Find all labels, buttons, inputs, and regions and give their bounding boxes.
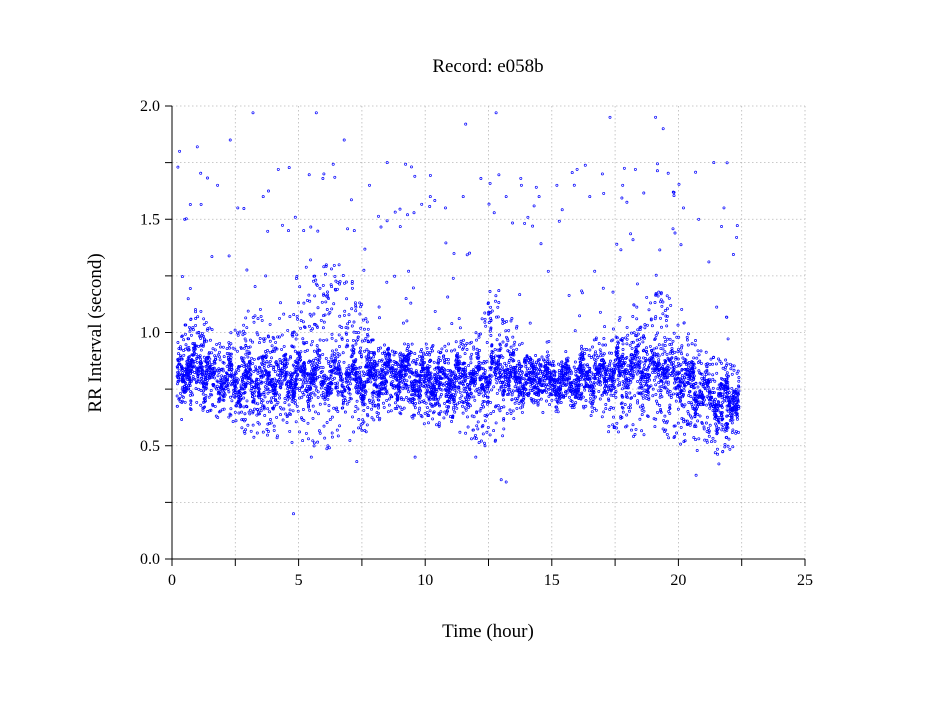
labels-layer: Record: e058b Time (hour) RR Interval (s… <box>85 56 544 642</box>
y-tick-label: 1.0 <box>140 325 160 342</box>
grid-layer <box>172 105 806 559</box>
y-axis-title: RR Interval (second) <box>85 253 106 412</box>
x-tick-label: 0 <box>168 572 176 589</box>
data-points-layer <box>175 111 741 516</box>
y-tick-label: 2.0 <box>140 98 160 115</box>
x-tick-label: 10 <box>417 572 433 589</box>
chart-title: Record: e058b <box>432 56 543 77</box>
y-tick-label: 0.0 <box>140 551 160 568</box>
y-tick-label: 1.5 <box>140 211 160 228</box>
x-tick-label: 20 <box>670 572 686 589</box>
x-tick-label: 15 <box>544 572 560 589</box>
x-tick-label: 5 <box>295 572 303 589</box>
y-tick-label: 0.5 <box>140 438 160 455</box>
scatter-points <box>175 111 741 516</box>
x-axis-title: Time (hour) <box>442 621 534 642</box>
axes-layer: 0 5 10 15 20 25 0.0 0.5 1.0 1.5 2.0 <box>140 98 813 589</box>
x-tick-label: 25 <box>797 572 813 589</box>
